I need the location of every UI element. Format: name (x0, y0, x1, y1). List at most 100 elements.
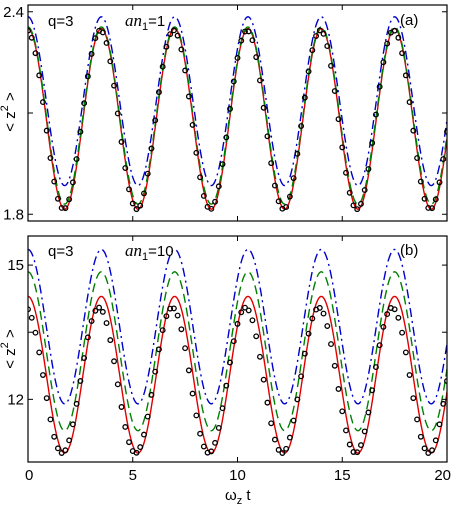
data-point-1-30 (137, 444, 144, 451)
axes-frame-b (27, 235, 448, 463)
data-point-1-20 (99, 308, 106, 315)
series-line-dashdot-0 (28, 16, 447, 187)
data-point-1-110 (436, 421, 443, 428)
data-point-0-70 (286, 193, 293, 200)
data-point-1-63 (260, 376, 267, 383)
data-point-0-2 (32, 50, 39, 57)
data-point-1-102 (406, 372, 413, 378)
data-point-1-74 (301, 350, 308, 357)
data-point-1-72 (294, 396, 301, 403)
xtick-label-2: 10 (229, 467, 246, 484)
data-point-0-49 (208, 205, 215, 212)
data-point-0-86 (346, 189, 353, 196)
data-point-1-109 (432, 437, 439, 444)
xlabel: ωz t (225, 487, 251, 506)
data-point-1-61 (253, 333, 260, 340)
series-line-dashed-0 (28, 26, 447, 205)
data-point-1-80 (324, 323, 331, 329)
data-point-1-37 (163, 313, 170, 320)
data-point-0-53 (223, 134, 230, 141)
data-point-1-45 (193, 412, 200, 419)
data-point-1-62 (257, 353, 263, 360)
data-point-0-51 (215, 183, 222, 190)
data-point-0-11 (66, 196, 73, 203)
data-point-1-35 (155, 346, 162, 353)
xtick-label-4: 20 (434, 467, 451, 484)
data-point-0-40 (174, 32, 181, 39)
data-point-1-24 (114, 381, 121, 388)
data-point-1-52 (219, 405, 226, 412)
data-point-1-89 (358, 442, 364, 449)
data-point-1-65 (268, 420, 275, 427)
data-point-0-35 (155, 89, 162, 96)
data-point-1-87 (350, 449, 357, 455)
panel-a: 1.8 2.4 q=3 an1=1 (a) < z2 > (0, 4, 448, 223)
data-point-0-37 (163, 43, 170, 50)
data-point-0-42 (182, 67, 189, 74)
data-point-0-88 (354, 206, 361, 213)
data-point-1-49 (208, 448, 215, 455)
data-point-0-84 (339, 144, 346, 151)
data-point-0-23 (111, 82, 117, 89)
data-point-0-93 (372, 111, 379, 118)
data-point-0-100 (399, 50, 406, 57)
xtick-label-1: 5 (129, 467, 137, 484)
data-point-0-106 (421, 195, 428, 202)
ticks-a: 1.8 2.4 (3, 4, 448, 223)
data-point-1-10 (62, 447, 69, 454)
data-point-0-58 (242, 28, 248, 35)
data-point-1-39 (170, 305, 177, 312)
data-point-0-10 (62, 205, 69, 212)
data-point-0-62 (257, 77, 263, 84)
data-point-1-1 (28, 314, 35, 321)
svg-text:< z2 >: < z2 > (0, 329, 19, 369)
data-point-1-92 (369, 387, 376, 394)
data-point-1-18 (92, 307, 99, 314)
data-point-0-22 (107, 58, 114, 65)
data-point-1-9 (58, 450, 65, 456)
data-point-1-60 (249, 317, 256, 324)
data-point-0-65 (268, 160, 275, 167)
data-point-1-68 (279, 450, 286, 456)
annotation-an-a: an1=1 (125, 11, 165, 33)
data-point-0-50 (212, 198, 218, 205)
data-point-1-58 (242, 304, 248, 311)
data-point-1-99 (395, 314, 402, 321)
data-point-1-6 (47, 416, 54, 423)
data-point-1-34 (152, 368, 159, 375)
data-point-0-71 (290, 175, 297, 182)
data-point-1-4 (40, 372, 46, 378)
annotation-q-a: q=3 (48, 13, 73, 30)
data-point-0-102 (406, 99, 413, 106)
data-point-0-30 (137, 202, 144, 209)
data-point-0-4 (40, 99, 46, 106)
data-point-1-23 (111, 358, 117, 365)
data-point-0-94 (376, 83, 383, 90)
data-point-0-76 (309, 47, 316, 54)
ylabel-b: < z2 > (0, 329, 19, 369)
data-point-0-5 (43, 127, 50, 134)
data-point-0-98 (391, 27, 398, 34)
data-point-0-27 (126, 186, 132, 193)
axes-frame-a (27, 4, 448, 222)
data-point-1-56 (234, 320, 241, 327)
annotation-q-b: q=3 (48, 243, 73, 260)
plot-area-a (28, 16, 447, 213)
series-line-solid-1 (28, 295, 447, 454)
data-point-0-52 (219, 161, 226, 168)
data-point-1-101 (402, 349, 409, 356)
plot-area-b (28, 248, 447, 456)
data-point-1-25 (118, 404, 125, 410)
data-point-1-26 (122, 424, 129, 430)
data-point-0-24 (114, 110, 121, 117)
data-point-1-96 (384, 311, 391, 318)
data-point-0-66 (271, 182, 278, 189)
data-point-0-73 (298, 123, 305, 129)
data-point-0-83 (335, 116, 342, 123)
data-point-0-103 (410, 127, 417, 134)
data-point-0-43 (185, 93, 192, 100)
data-point-0-63 (260, 104, 267, 111)
data-point-1-83 (335, 386, 342, 392)
data-point-0-15 (81, 100, 88, 107)
data-point-0-46 (197, 174, 204, 181)
